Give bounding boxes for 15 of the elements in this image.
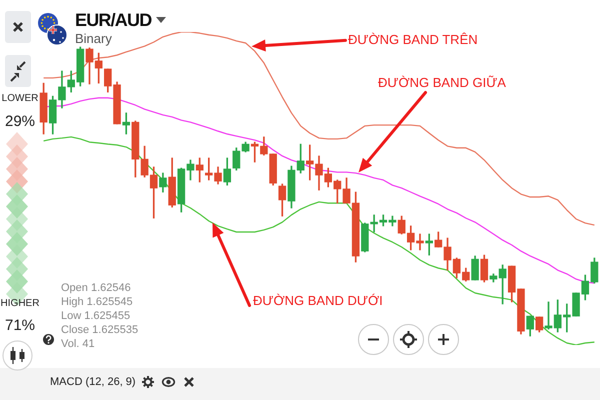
text: 71% [4, 317, 36, 334]
text: 29% [4, 113, 36, 130]
annotation: ĐƯỜNG BAND GIỮA [378, 75, 506, 90]
annotation: HIGHER [0, 298, 40, 309]
annotation: ĐƯỜNG BAND TRÊN [348, 32, 478, 47]
annotation: Close 1.625535 [61, 324, 138, 336]
annotation: ĐƯỜNG BAND DƯỚI [253, 293, 383, 308]
text: Vol. 41 [61, 338, 95, 350]
chart-subtitle: Binary [75, 31, 112, 46]
text: MACD (12, 26, 9) [50, 376, 136, 388]
annotation: Open 1.62546 [61, 282, 131, 294]
annotation: High 1.625545 [61, 296, 133, 308]
chart-title: EUR/AUD [75, 10, 152, 30]
text: LOWER [2, 93, 38, 104]
annotation: Low 1.625455 [61, 310, 130, 322]
